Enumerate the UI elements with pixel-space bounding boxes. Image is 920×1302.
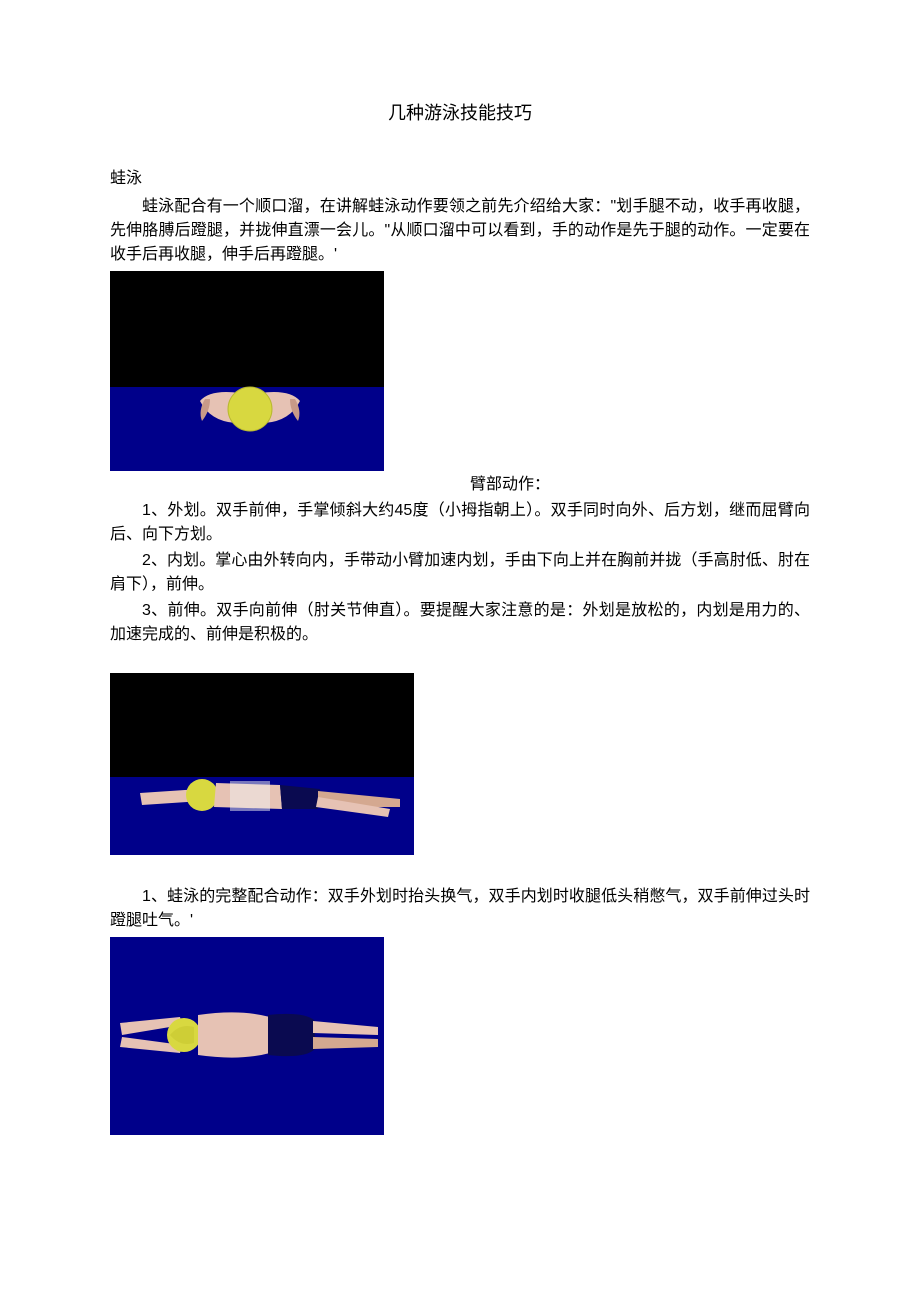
swim-illustration-1 (110, 271, 384, 471)
full-coordination-paragraph: 1、蛙泳的完整配合动作：双手外划时抬头换气，双手内划时收腿低头稍憋气，双手前伸过… (110, 885, 810, 933)
section-heading-breaststroke: 蛙泳 (110, 167, 810, 191)
figure-breaststroke-front (110, 271, 810, 471)
arm-step-3: 3、前伸。双手向前伸（肘关节伸直）。要提醒大家注意的是：外划是放松的，内划是用力… (110, 599, 810, 647)
arm-action-caption: 臂部动作： (110, 473, 810, 497)
document-page: 几种游泳技能技巧 蛙泳 蛙泳配合有一个顺口溜，在讲解蛙泳动作要领之前先介绍给大家… (0, 0, 920, 1199)
arm-step-2: 2、内划。掌心由外转向内，手带动小臂加速内划，手由下向上并在胸前并拢（手高肘低、… (110, 549, 810, 597)
page-title: 几种游泳技能技巧 (110, 100, 810, 127)
swim-illustration-2 (110, 673, 414, 855)
swim-illustration-3 (110, 937, 384, 1135)
arm-step-1: 1、外划。双手前伸，手掌倾斜大约45度（小拇指朝上）。双手同时向外、后方划，继而… (110, 499, 810, 547)
intro-paragraph: 蛙泳配合有一个顺口溜，在讲解蛙泳动作要领之前先介绍给大家："划手腿不动，收手再收… (110, 195, 810, 267)
figure-breaststroke-side (110, 673, 810, 855)
figure-breaststroke-top (110, 937, 810, 1135)
